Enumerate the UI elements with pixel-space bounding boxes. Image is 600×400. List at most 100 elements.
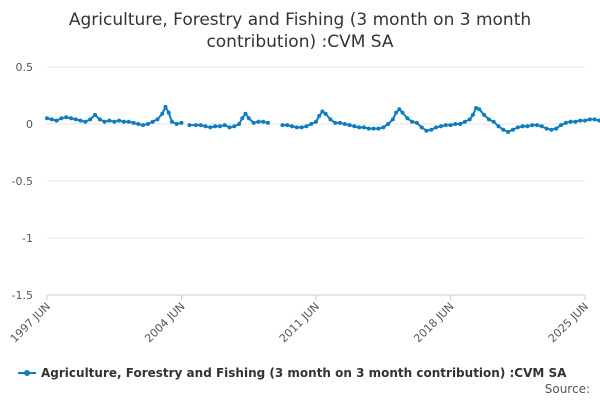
data-point-106[interactable] bbox=[544, 126, 549, 131]
data-point-99[interactable] bbox=[510, 127, 515, 132]
data-point-63[interactable] bbox=[347, 123, 352, 128]
data-point-23[interactable] bbox=[155, 117, 160, 122]
data-point-45[interactable] bbox=[256, 119, 261, 124]
data-point-95[interactable] bbox=[491, 119, 496, 124]
data-point-73[interactable] bbox=[394, 110, 399, 115]
data-point-112[interactable] bbox=[573, 119, 578, 124]
data-point-39[interactable] bbox=[232, 124, 237, 129]
data-point-35[interactable] bbox=[213, 124, 218, 129]
data-point-28[interactable] bbox=[174, 122, 179, 126]
data-point-25[interactable] bbox=[163, 104, 168, 109]
data-point-48[interactable] bbox=[280, 123, 285, 128]
data-point-60[interactable] bbox=[333, 120, 338, 125]
data-point-102[interactable] bbox=[525, 124, 530, 129]
data-point-38[interactable] bbox=[227, 125, 232, 130]
data-point-109[interactable] bbox=[559, 123, 563, 128]
data-point-94[interactable] bbox=[486, 117, 491, 122]
data-point-87[interactable] bbox=[458, 122, 463, 126]
data-point-21[interactable] bbox=[145, 122, 150, 126]
data-point-19[interactable] bbox=[136, 122, 141, 126]
data-point-10[interactable] bbox=[93, 112, 97, 117]
data-point-104[interactable] bbox=[535, 123, 539, 128]
data-point-52[interactable] bbox=[299, 125, 304, 130]
data-point-29[interactable] bbox=[179, 120, 184, 125]
data-point-42[interactable] bbox=[243, 111, 248, 116]
data-point-71[interactable] bbox=[386, 122, 391, 126]
data-point-68[interactable] bbox=[371, 126, 376, 131]
data-point-33[interactable] bbox=[203, 124, 208, 129]
data-point-17[interactable] bbox=[126, 119, 131, 124]
data-point-61[interactable] bbox=[338, 120, 342, 125]
data-point-53[interactable] bbox=[304, 124, 309, 129]
data-point-67[interactable] bbox=[366, 126, 371, 131]
data-point-40[interactable] bbox=[237, 122, 242, 126]
data-point-54[interactable] bbox=[309, 122, 314, 126]
data-point-81[interactable] bbox=[429, 127, 434, 132]
data-point-116[interactable] bbox=[592, 117, 597, 122]
data-point-46[interactable] bbox=[261, 119, 266, 124]
data-point-18[interactable] bbox=[131, 120, 136, 125]
data-point-117[interactable] bbox=[597, 118, 600, 123]
data-point-111[interactable] bbox=[568, 119, 573, 124]
data-point-62[interactable] bbox=[342, 122, 347, 126]
data-point-85[interactable] bbox=[448, 123, 453, 128]
data-point-98[interactable] bbox=[506, 130, 511, 134]
data-point-77[interactable] bbox=[410, 119, 415, 124]
data-point-2[interactable] bbox=[54, 118, 59, 123]
data-point-43[interactable] bbox=[246, 116, 251, 121]
data-point-103[interactable] bbox=[530, 123, 535, 128]
data-point-65[interactable] bbox=[357, 125, 362, 130]
data-point-0[interactable] bbox=[45, 116, 49, 121]
data-point-91[interactable] bbox=[474, 106, 479, 110]
data-point-80[interactable] bbox=[424, 128, 429, 133]
data-point-49[interactable] bbox=[285, 123, 290, 128]
data-point-22[interactable] bbox=[150, 119, 155, 124]
data-point-37[interactable] bbox=[222, 123, 227, 128]
data-point-115[interactable] bbox=[587, 117, 592, 122]
data-point-14[interactable] bbox=[112, 119, 117, 124]
data-point-51[interactable] bbox=[294, 125, 299, 130]
data-point-105[interactable] bbox=[539, 124, 544, 129]
data-point-82[interactable] bbox=[434, 125, 439, 130]
data-point-7[interactable] bbox=[78, 118, 83, 123]
data-point-66[interactable] bbox=[362, 125, 366, 130]
data-point-76[interactable] bbox=[405, 116, 410, 121]
data-point-56[interactable] bbox=[317, 114, 322, 118]
data-point-12[interactable] bbox=[102, 119, 107, 124]
data-point-36[interactable] bbox=[217, 124, 222, 129]
data-point-101[interactable] bbox=[520, 124, 525, 129]
data-point-6[interactable] bbox=[73, 117, 78, 122]
data-point-110[interactable] bbox=[563, 120, 568, 125]
data-point-96[interactable] bbox=[496, 124, 501, 129]
data-point-97[interactable] bbox=[501, 127, 506, 132]
data-point-3[interactable] bbox=[59, 116, 64, 121]
data-point-100[interactable] bbox=[515, 125, 520, 130]
data-point-34[interactable] bbox=[208, 125, 213, 130]
data-point-4[interactable] bbox=[64, 115, 69, 120]
data-point-59[interactable] bbox=[328, 117, 333, 122]
data-point-24[interactable] bbox=[160, 111, 165, 116]
data-point-75[interactable] bbox=[400, 110, 405, 115]
data-point-9[interactable] bbox=[88, 117, 93, 122]
data-point-50[interactable] bbox=[290, 124, 294, 129]
data-point-5[interactable] bbox=[69, 116, 73, 121]
data-point-31[interactable] bbox=[193, 123, 198, 128]
data-point-72[interactable] bbox=[390, 117, 395, 122]
data-point-11[interactable] bbox=[97, 117, 102, 122]
data-point-41[interactable] bbox=[240, 116, 245, 121]
data-point-55[interactable] bbox=[314, 119, 318, 124]
data-point-20[interactable] bbox=[141, 123, 146, 128]
legend[interactable]: Agriculture, Forestry and Fishing (3 mon… bbox=[18, 366, 567, 380]
data-point-88[interactable] bbox=[462, 119, 467, 124]
data-point-70[interactable] bbox=[381, 125, 386, 130]
data-point-90[interactable] bbox=[470, 112, 475, 117]
data-point-57[interactable] bbox=[320, 109, 325, 114]
data-point-13[interactable] bbox=[107, 118, 112, 123]
data-point-69[interactable] bbox=[376, 126, 381, 131]
data-point-78[interactable] bbox=[414, 120, 419, 125]
data-point-44[interactable] bbox=[251, 120, 256, 125]
data-point-64[interactable] bbox=[352, 124, 357, 129]
data-point-74[interactable] bbox=[397, 107, 402, 112]
data-point-47[interactable] bbox=[266, 120, 270, 125]
data-point-15[interactable] bbox=[117, 118, 122, 123]
